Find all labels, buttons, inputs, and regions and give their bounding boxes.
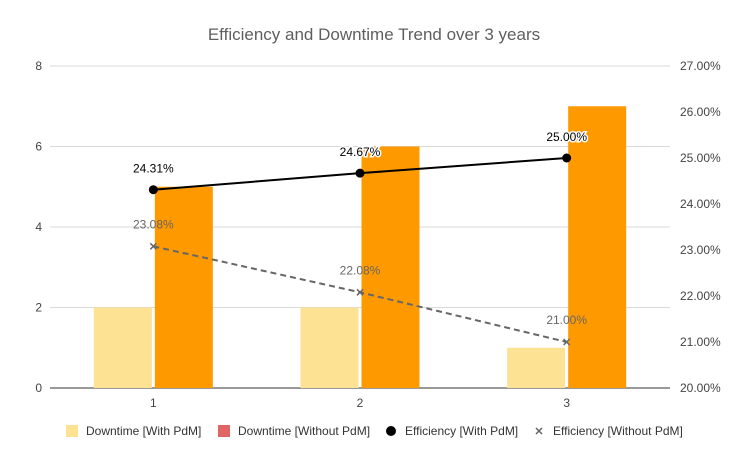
legend-swatch [66, 425, 78, 437]
data-label-efficiency-without-pdm: 22.08% [340, 263, 381, 277]
legend-item-efficiency-without-pdm: Efficiency [Without PdM] [535, 424, 683, 438]
legend-item-downtime-without-pdm: Downtime [Without PdM] [218, 424, 370, 438]
legend-label: Downtime [Without PdM] [238, 424, 370, 438]
bar-downtime-with-pdm [507, 347, 566, 388]
point-efficiency-with-pdm [562, 153, 572, 163]
data-labels: 24.31% 24.67% 25.00% 23.08% 22.08% 21.00% [131, 129, 588, 328]
bars [93, 106, 627, 388]
legend-item-downtime-with-pdm: Downtime [With PdM] [66, 424, 201, 438]
point-efficiency-without-pdm [149, 242, 157, 250]
data-label-efficiency-with-pdm: 24.31% [133, 162, 174, 176]
y-right-tick-label: 24.00% [680, 197, 721, 211]
legend-swatch [535, 427, 543, 435]
point-mark [563, 338, 571, 346]
data-label-efficiency-without-pdm: 21.00% [546, 313, 587, 327]
axes: 0 2 4 6 8 20.00% 21.00% 22.00% 23.00% 24.00% 25.00… [35, 59, 721, 410]
y-right-tick-label: 20.00% [680, 381, 721, 395]
x-tick-label: 3 [563, 396, 570, 410]
legend: Downtime [With PdM] Downtime [Without PdM… [66, 424, 683, 438]
data-label-efficiency-with-pdm: 25.00% [546, 130, 587, 144]
data-label-efficiency-without-pdm: 23.08% [133, 217, 174, 231]
chart-title: Efficiency and Downtime Trend over 3 yea… [208, 25, 540, 44]
gridlines [50, 65, 670, 389]
y-left-tick-label: 8 [35, 59, 42, 73]
x-tick-label: 1 [150, 396, 157, 410]
y-left-tick-label: 0 [35, 381, 42, 395]
point-mark [356, 288, 364, 296]
legend-swatch [218, 425, 230, 437]
line-efficiency-without-pdm [153, 245, 567, 343]
point-mark [149, 242, 157, 250]
legend-label: Efficiency [Without PdM] [553, 424, 683, 438]
point-efficiency-without-pdm [356, 288, 364, 296]
bar-downtime-with-pdm [93, 307, 152, 388]
y-right-tick-label: 21.00% [680, 335, 721, 349]
bar-downtime-without-pdm [154, 186, 213, 388]
bar-downtime-without-pdm [361, 146, 420, 388]
point-efficiency-without-pdm [563, 338, 571, 346]
y-left-tick-label: 6 [35, 140, 42, 154]
legend-swatch [386, 426, 396, 436]
legend-item-efficiency-with-pdm: Efficiency [With PdM] [386, 424, 518, 438]
y-right-tick-label: 23.00% [680, 243, 721, 257]
y-right-tick-label: 22.00% [680, 289, 721, 303]
x-tick-label: 2 [357, 396, 364, 410]
y-left-tick-label: 4 [35, 220, 42, 234]
lines [148, 153, 572, 346]
y-right-tick-label: 27.00% [680, 59, 721, 73]
bar-downtime-with-pdm [300, 307, 359, 388]
bar-downtime-without-pdm [568, 106, 627, 388]
y-left-tick-label: 2 [35, 301, 42, 315]
data-label-efficiency-with-pdm: 24.67% [340, 145, 381, 159]
legend-label: Efficiency [With PdM] [405, 424, 518, 438]
point-efficiency-with-pdm [148, 185, 158, 195]
y-right-tick-label: 26.00% [680, 105, 721, 119]
legend-label: Downtime [With PdM] [86, 424, 201, 438]
point-efficiency-with-pdm [355, 168, 365, 178]
y-right-tick-label: 25.00% [680, 151, 721, 165]
